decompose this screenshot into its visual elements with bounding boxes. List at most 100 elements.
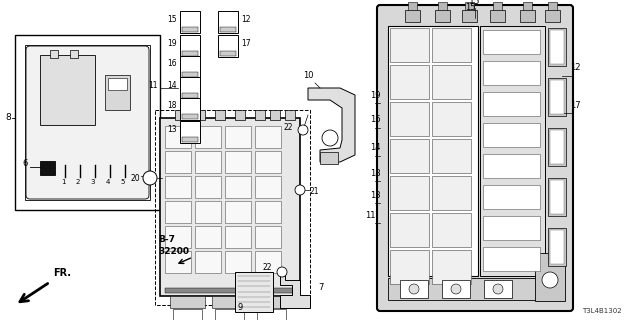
Text: 15: 15 xyxy=(168,14,177,23)
Bar xyxy=(432,139,471,173)
Text: 13: 13 xyxy=(370,190,380,199)
Bar xyxy=(195,126,221,148)
Bar xyxy=(432,28,471,62)
Text: 15: 15 xyxy=(465,4,476,12)
Text: 4: 4 xyxy=(106,179,110,185)
Bar xyxy=(493,2,502,10)
Bar xyxy=(535,253,565,301)
Bar xyxy=(390,176,429,210)
Circle shape xyxy=(409,284,419,294)
Bar xyxy=(165,288,295,293)
Bar xyxy=(195,201,221,223)
Bar xyxy=(483,92,540,116)
Circle shape xyxy=(542,272,558,288)
Bar xyxy=(548,128,566,166)
Bar xyxy=(165,126,191,148)
Bar xyxy=(550,80,564,114)
Bar xyxy=(15,35,160,210)
Bar xyxy=(432,102,471,136)
Bar xyxy=(390,28,429,62)
Bar xyxy=(483,216,540,240)
Bar xyxy=(182,93,198,98)
Bar xyxy=(165,151,191,173)
Bar xyxy=(432,250,471,284)
Bar xyxy=(218,11,238,33)
Bar xyxy=(182,51,198,56)
Bar xyxy=(255,110,265,120)
Text: 16: 16 xyxy=(168,60,177,68)
Bar xyxy=(255,226,281,248)
Bar xyxy=(195,251,221,273)
Bar xyxy=(165,226,191,248)
Bar xyxy=(523,2,532,10)
Bar xyxy=(285,110,295,120)
Bar xyxy=(490,10,505,22)
Text: 3: 3 xyxy=(91,179,95,185)
Bar xyxy=(175,110,185,120)
Bar xyxy=(182,27,198,32)
Bar xyxy=(225,151,251,173)
Circle shape xyxy=(143,171,157,185)
Text: 17: 17 xyxy=(570,100,580,109)
Text: 14: 14 xyxy=(168,81,177,90)
Bar xyxy=(195,226,221,248)
Bar xyxy=(483,185,540,209)
Bar xyxy=(390,250,429,284)
Text: 7: 7 xyxy=(318,283,323,292)
Bar xyxy=(220,27,236,32)
Text: 11: 11 xyxy=(148,81,158,90)
Text: 9: 9 xyxy=(237,303,243,312)
Bar xyxy=(255,151,281,173)
Text: 15: 15 xyxy=(469,0,481,6)
Bar xyxy=(465,2,474,10)
Bar xyxy=(195,110,205,120)
Text: 10: 10 xyxy=(303,71,313,80)
Bar xyxy=(195,176,221,198)
Text: 5: 5 xyxy=(121,179,125,185)
Text: 16: 16 xyxy=(370,116,380,124)
Circle shape xyxy=(295,185,305,195)
Bar xyxy=(218,35,238,57)
Text: B-7: B-7 xyxy=(158,235,175,244)
Bar xyxy=(483,247,540,271)
Bar xyxy=(180,56,200,78)
Text: 13: 13 xyxy=(168,124,177,133)
Text: 19: 19 xyxy=(168,38,177,47)
Bar xyxy=(483,61,540,85)
Circle shape xyxy=(322,130,338,146)
Bar xyxy=(180,121,200,143)
Bar xyxy=(225,126,251,148)
Text: 1: 1 xyxy=(61,179,65,185)
Bar xyxy=(432,176,471,210)
Bar xyxy=(462,10,477,22)
Text: 18: 18 xyxy=(168,101,177,110)
Polygon shape xyxy=(308,88,355,162)
Bar xyxy=(220,51,236,56)
Bar xyxy=(390,139,429,173)
Bar xyxy=(550,30,564,64)
Bar xyxy=(235,272,273,312)
Bar xyxy=(480,26,545,276)
Text: T3L4B1302: T3L4B1302 xyxy=(582,308,622,314)
Bar xyxy=(390,102,429,136)
Bar xyxy=(550,180,564,214)
Bar xyxy=(435,10,450,22)
Text: 12: 12 xyxy=(570,63,580,73)
Bar xyxy=(388,278,538,300)
Bar xyxy=(215,110,225,120)
Bar xyxy=(484,280,512,298)
Bar xyxy=(235,110,245,120)
Bar xyxy=(408,2,417,10)
Bar xyxy=(548,178,566,216)
Bar xyxy=(225,201,251,223)
Bar xyxy=(182,72,198,77)
Bar xyxy=(442,280,470,298)
Bar xyxy=(483,30,540,54)
Bar xyxy=(400,280,428,298)
Circle shape xyxy=(298,125,308,135)
Bar xyxy=(225,226,251,248)
Bar xyxy=(182,137,198,142)
Bar xyxy=(225,251,251,273)
Bar xyxy=(550,230,564,264)
Bar xyxy=(550,130,564,164)
